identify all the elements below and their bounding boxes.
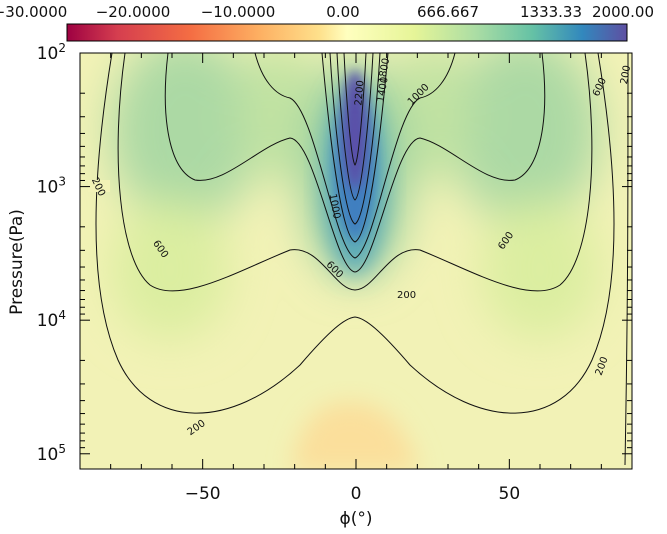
y-tick-label: 103 xyxy=(37,175,66,198)
contour-label-200-e: 200 xyxy=(619,64,633,85)
x-axis-label: ϕ(°) xyxy=(340,509,373,529)
colorbar-label: −20.0000 xyxy=(96,3,171,21)
x-tick-label: 0 xyxy=(351,484,362,504)
contour-1000 xyxy=(164,53,546,273)
colorbar-label: 0.00 xyxy=(326,3,359,21)
contour-1400 xyxy=(321,53,389,243)
y-tick-label: 102 xyxy=(37,41,66,64)
y-axis: 102 103 104 105 xyxy=(37,41,632,465)
contour-1800 xyxy=(329,53,381,225)
contour-label-1800: 1800 xyxy=(377,57,392,84)
heatmap-green-bands xyxy=(110,53,600,340)
x-tick-label: 50 xyxy=(499,484,521,504)
x-axis: −50 0 50 xyxy=(110,53,602,504)
contour-lines xyxy=(95,53,629,466)
contour-label-2200: 2200 xyxy=(353,80,366,106)
contour-label-200-c: 200 xyxy=(397,290,416,301)
colorbar-labels: −30.0000 −20.0000 −10.0000 0.00 666.667 1333.… xyxy=(0,3,654,21)
colorbar-label: 666.667 xyxy=(417,3,479,21)
contour-200-right xyxy=(624,53,629,466)
colorbar: −30.0000 −20.0000 −10.0000 0.00 666.667 1333.… xyxy=(0,3,654,42)
contour-200-left xyxy=(95,53,615,414)
contour-2200 xyxy=(336,53,374,201)
contour-labels: 200 200 200 200 200 600 600 600 600 1000… xyxy=(88,57,633,438)
contour-1400-outer xyxy=(254,53,456,259)
contour-600 xyxy=(117,53,593,292)
colorbar-label: −10.0000 xyxy=(201,3,276,21)
x-tick-label: −50 xyxy=(185,484,221,504)
colorbar-label: 1333.33 xyxy=(520,3,582,21)
colorbar-label: 2000.00 xyxy=(592,3,654,21)
y-tick-label: 104 xyxy=(37,308,66,331)
heatmap-warm-region xyxy=(290,401,419,469)
colorbar-gradient xyxy=(66,23,628,42)
contour-label-1000-a: 1000 xyxy=(327,193,342,220)
heatmap-field: 200 200 200 200 200 600 600 600 600 1000… xyxy=(80,53,633,469)
contour-2600 xyxy=(343,53,367,166)
y-axis-label: Pressure(Pa) xyxy=(7,209,27,315)
y-tick-label: 105 xyxy=(37,442,66,465)
contour-label-1400: 1400 xyxy=(375,76,390,103)
colorbar-label: −30.0000 xyxy=(0,3,67,21)
